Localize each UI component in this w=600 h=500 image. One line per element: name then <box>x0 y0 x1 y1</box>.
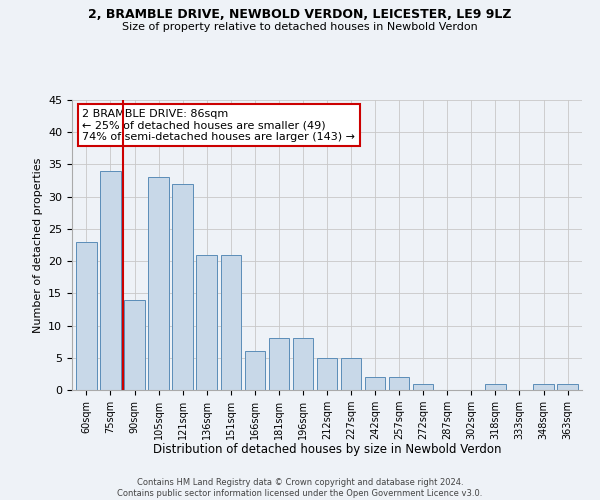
Text: 2, BRAMBLE DRIVE, NEWBOLD VERDON, LEICESTER, LE9 9LZ: 2, BRAMBLE DRIVE, NEWBOLD VERDON, LEICES… <box>88 8 512 20</box>
Text: Contains HM Land Registry data © Crown copyright and database right 2024.
Contai: Contains HM Land Registry data © Crown c… <box>118 478 482 498</box>
Bar <box>365 377 385 390</box>
Bar <box>148 178 169 390</box>
Bar <box>172 184 193 390</box>
Text: 2 BRAMBLE DRIVE: 86sqm
← 25% of detached houses are smaller (49)
74% of semi-det: 2 BRAMBLE DRIVE: 86sqm ← 25% of detached… <box>82 108 355 142</box>
Bar <box>485 384 506 390</box>
Bar <box>317 358 337 390</box>
Bar <box>389 377 409 390</box>
Bar <box>124 300 145 390</box>
Bar <box>413 384 433 390</box>
Bar <box>293 338 313 390</box>
Bar <box>100 171 121 390</box>
Bar <box>533 384 554 390</box>
Bar <box>341 358 361 390</box>
Bar <box>245 352 265 390</box>
Text: Distribution of detached houses by size in Newbold Verdon: Distribution of detached houses by size … <box>153 442 501 456</box>
Bar <box>557 384 578 390</box>
Bar <box>221 254 241 390</box>
Bar <box>269 338 289 390</box>
Text: Size of property relative to detached houses in Newbold Verdon: Size of property relative to detached ho… <box>122 22 478 32</box>
Y-axis label: Number of detached properties: Number of detached properties <box>32 158 43 332</box>
Bar <box>76 242 97 390</box>
Bar <box>196 254 217 390</box>
